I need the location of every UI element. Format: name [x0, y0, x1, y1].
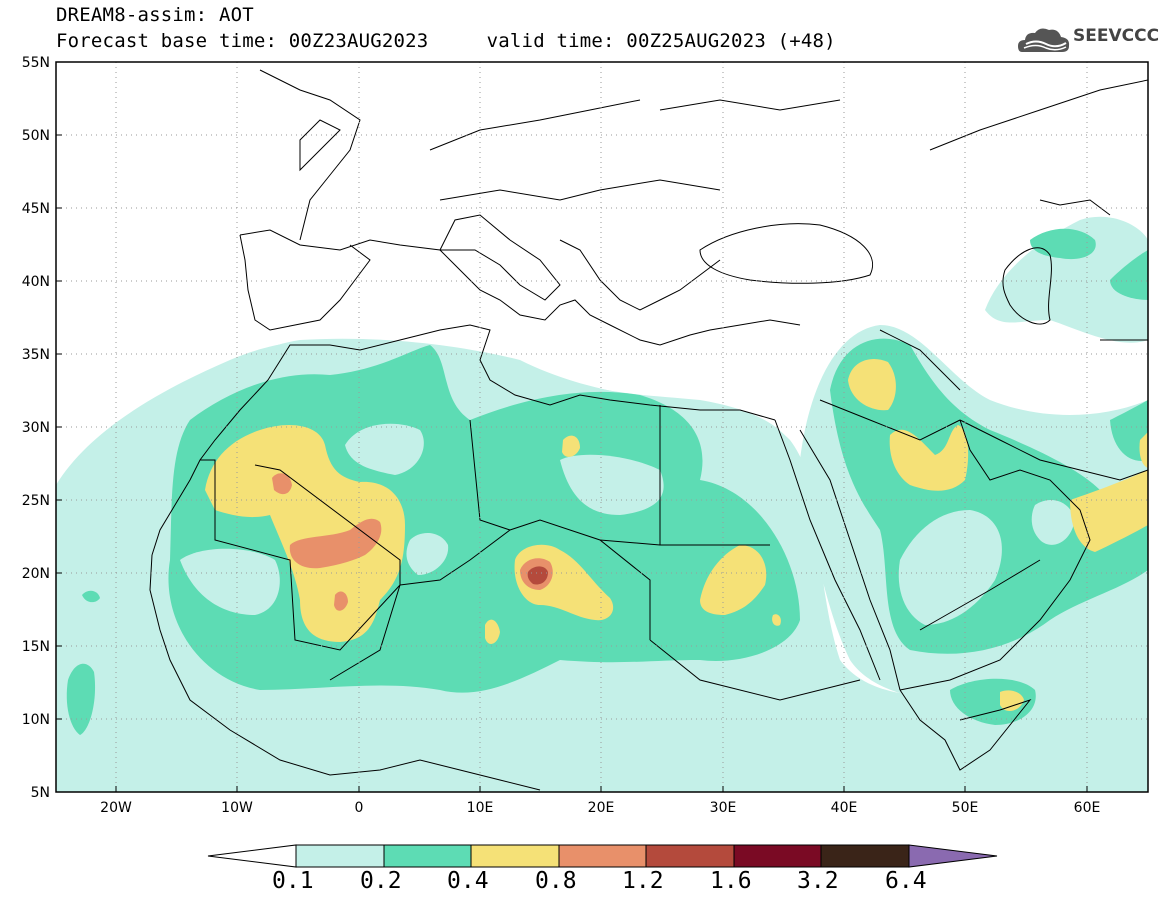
lat-tick-label: 15N	[22, 639, 50, 655]
forecast-times: Forecast base time: 00Z23AUG2023 valid t…	[56, 30, 836, 52]
lat-tick-label: 20N	[22, 566, 50, 582]
seevccc-logo-text: SEEVCCC	[1073, 26, 1160, 46]
lon-tick-label: 10W	[221, 800, 253, 816]
lat-tick-label: 5N	[31, 785, 50, 801]
lat-tick-label: 55N	[22, 55, 50, 71]
lat-tick-label: 45N	[22, 201, 50, 217]
colorbar-label: 0.1	[272, 868, 314, 894]
colorbar-left-arrow	[207, 844, 297, 868]
colorbar-label: 0.2	[360, 868, 402, 894]
colorbar-cell	[733, 844, 822, 868]
colorbar-cell	[470, 844, 560, 868]
colorbar-cell	[383, 844, 472, 868]
colorbar	[207, 844, 998, 868]
lat-tick-label: 35N	[22, 347, 50, 363]
graticule	[56, 62, 1148, 792]
colorbar-cell	[820, 844, 910, 868]
lon-tick-label: 20W	[100, 800, 132, 816]
lon-tick-label: 30E	[710, 800, 737, 816]
lon-tick-label: 10E	[467, 800, 494, 816]
lat-tick-label: 50N	[22, 128, 50, 144]
lon-tick-label: 20E	[588, 800, 615, 816]
colorbar-cell	[558, 844, 647, 868]
lon-tick-label: 50E	[952, 800, 979, 816]
map-title: DREAM8-assim: AOT	[56, 4, 254, 26]
colorbar-label: 0.8	[535, 868, 577, 894]
colorbar-label: 1.6	[710, 868, 752, 894]
aot-contours	[56, 216, 1148, 792]
lat-tick-label: 40N	[22, 274, 50, 290]
cloud-logo-icon	[1018, 28, 1070, 52]
lat-tick-label: 30N	[22, 420, 50, 436]
colorbar-cell	[295, 844, 385, 868]
colorbar-cell	[645, 844, 735, 868]
lon-tick-label: 40E	[831, 800, 858, 816]
lat-tick-label: 25N	[22, 493, 50, 509]
colorbar-label: 1.2	[622, 868, 664, 894]
colorbar-right-arrow	[908, 844, 998, 868]
lon-tick-labels: 20W 10W 0 10E 20E 30E 40E 50E 60E	[100, 800, 1100, 816]
colorbar-label: 6.4	[885, 868, 927, 894]
lon-tick-label: 60E	[1074, 800, 1101, 816]
colorbar-label: 0.4	[447, 868, 489, 894]
lon-tick-label: 0	[355, 800, 364, 816]
tick-marks	[56, 61, 1088, 793]
lat-tick-label: 10N	[22, 712, 50, 728]
colorbar-label: 3.2	[797, 868, 839, 894]
lat-tick-labels: 55N 50N 45N 40N 35N 30N 25N 20N 15N 10N …	[22, 55, 50, 801]
